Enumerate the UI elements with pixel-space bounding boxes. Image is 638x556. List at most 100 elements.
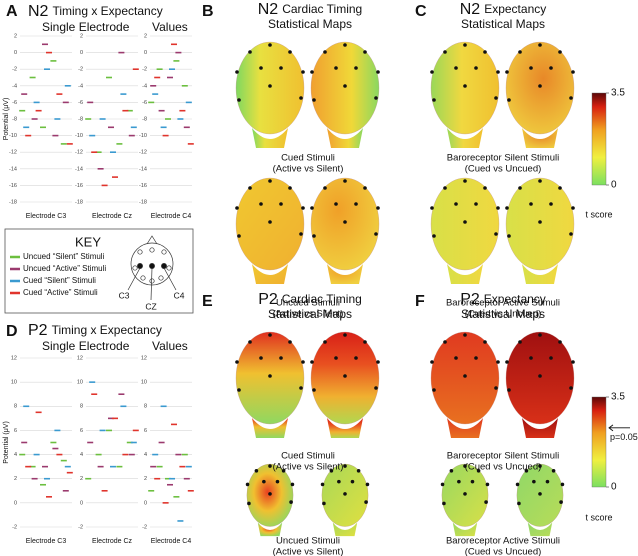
y-tick-label: 10 — [77, 380, 83, 386]
y-tick-label: -18 — [75, 199, 83, 205]
head-neck — [452, 522, 478, 537]
electrode-dot — [254, 469, 259, 473]
y-tick-label: -2 — [78, 67, 83, 73]
y-tick-label: -4 — [12, 83, 17, 89]
electrode-dot — [571, 70, 575, 74]
map-caption: Baroreceptor Active Stimuli — [446, 298, 560, 309]
electrode-dot — [363, 186, 367, 190]
electrode-dot — [310, 70, 314, 74]
x-axis-label: Electrode C3 — [26, 538, 67, 545]
electrode-dot — [289, 500, 293, 504]
electrode-dot — [248, 50, 252, 54]
y-tick-label: 2 — [144, 476, 147, 482]
y-tick-label: 4 — [80, 452, 83, 458]
y-tick-label: 8 — [144, 404, 147, 410]
y-tick-label: 12 — [141, 355, 147, 361]
y-tick-label: 0 — [80, 500, 83, 506]
electrode-dot — [470, 479, 475, 484]
electrode-dot — [268, 84, 272, 88]
panel-subtitle: Statistical Maps — [461, 307, 545, 321]
panel-label: A — [6, 3, 18, 20]
map-caption: (Cued vs Uncued) — [465, 164, 542, 175]
head-map — [235, 331, 305, 425]
head-map — [235, 41, 305, 135]
electrode-dot — [262, 479, 266, 484]
electrode-dot — [529, 66, 533, 70]
electrode-dot — [301, 70, 305, 74]
x-axis-label: Electrode Cz — [92, 213, 133, 220]
y-tick-label: 2 — [144, 33, 147, 39]
electrode-dot — [288, 340, 292, 344]
electrode-dot — [518, 50, 522, 54]
electrode-dot — [532, 479, 536, 484]
panel-label: B — [202, 3, 214, 20]
colorbar-tick-label: 0 — [611, 482, 617, 493]
y-tick-label: -6 — [142, 100, 147, 106]
y-tick-label: 0 — [14, 50, 17, 56]
head-neck — [522, 418, 558, 438]
electrode-dot — [484, 500, 488, 504]
colorbar-label: t score — [585, 209, 612, 219]
y-tick-label: -12 — [75, 150, 83, 156]
electrode-dot — [569, 96, 573, 100]
electrode-dot — [288, 186, 292, 190]
y-tick-label: 2 — [80, 476, 83, 482]
electrode-dot — [496, 206, 500, 210]
electrode-dot — [430, 206, 434, 210]
electrode-dot — [507, 234, 511, 238]
title-big: P2 — [460, 291, 480, 308]
electrode-dot — [320, 482, 325, 487]
electrode-dot — [538, 43, 542, 47]
electrode-dot — [248, 340, 252, 344]
electrode-dot — [463, 464, 467, 468]
head-neck — [447, 264, 483, 284]
electrode-dot — [524, 469, 529, 473]
panel-subtitle: Values — [152, 20, 188, 34]
electrode-dot — [350, 479, 355, 484]
electrode-dot — [518, 186, 522, 190]
electrode-dot — [443, 186, 447, 190]
y-tick-label: -10 — [75, 133, 83, 139]
electrode-dot — [505, 360, 509, 364]
y-tick-label: 12 — [77, 355, 83, 361]
y-tick-label: 4 — [14, 452, 17, 458]
electrode-dot — [430, 70, 434, 74]
y-tick-label: 8 — [80, 404, 83, 410]
colorbar-label: t score — [585, 512, 612, 522]
electrode-dot — [237, 234, 241, 238]
electrode-dot — [549, 202, 553, 206]
electrode-dot — [517, 501, 521, 506]
electrode-dot — [432, 388, 436, 392]
electrode-dot — [474, 202, 478, 206]
electrode-dot — [558, 186, 562, 190]
electrode-dot — [507, 98, 511, 102]
electrode-dot — [538, 220, 542, 224]
electrode-dot — [443, 50, 447, 54]
electrode-dot — [463, 333, 467, 337]
electrode-dot — [343, 220, 347, 224]
colorbar-tick-label: 3.5 — [611, 392, 625, 403]
electrode-dot — [529, 356, 533, 360]
electrode-dot — [268, 374, 272, 378]
electrode-dot — [374, 96, 378, 100]
y-tick-label: -18 — [9, 199, 17, 205]
electrode-dot — [343, 84, 347, 88]
electrode-dot — [440, 482, 445, 487]
electrode-dot — [463, 374, 467, 378]
electrode-dot — [365, 482, 370, 487]
electrode-dot — [560, 482, 565, 487]
electrode-dot — [549, 356, 553, 360]
title-rest: Expectancy — [484, 2, 546, 16]
y-tick-label: 10 — [141, 380, 147, 386]
map-caption: (Cued vs Uncued) — [465, 462, 542, 473]
electrode-dot — [343, 374, 347, 378]
electrode-dot — [551, 469, 556, 473]
electrode-dot — [268, 492, 272, 496]
y-tick-label: 0 — [14, 500, 17, 506]
title-big: N2 — [258, 1, 279, 18]
map-caption: (Cued vs Uncued) — [465, 547, 542, 556]
electrode-dot — [474, 356, 478, 360]
electrode-dot — [301, 360, 305, 364]
electrode-dot — [443, 340, 447, 344]
electrode-dot — [354, 202, 358, 206]
